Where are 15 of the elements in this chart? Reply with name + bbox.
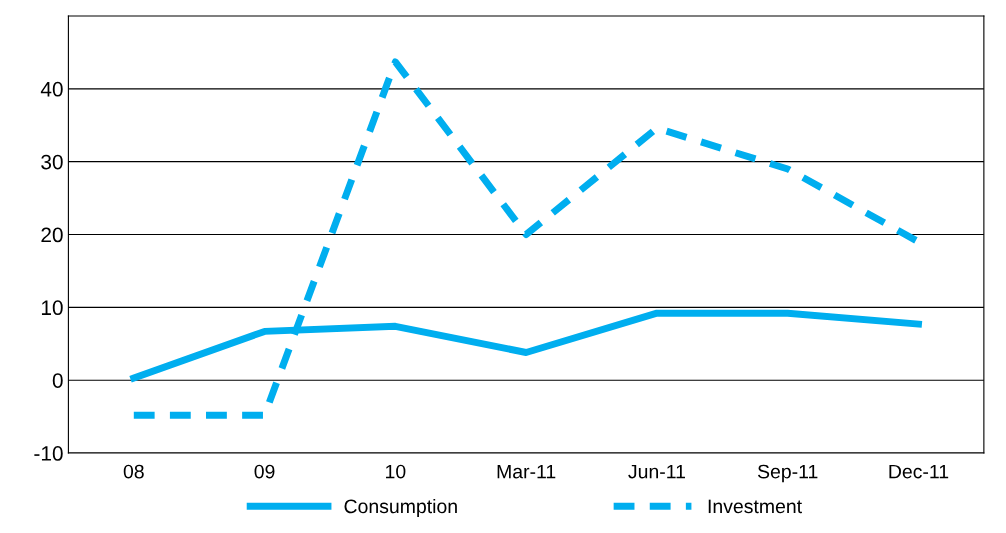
x-tick-label: Sep-11 (757, 464, 818, 483)
x-tick-label: 09 (254, 464, 275, 479)
x-tick-label: 08 (123, 464, 144, 479)
legend-label: Investment (708, 499, 802, 514)
x-tick-label: Jun-11 (628, 464, 685, 479)
x-tick-label: Mar-11 (497, 464, 556, 479)
y-tick-label: 30 (41, 154, 63, 170)
x-tick-label: 10 (386, 464, 406, 479)
x-tick-label: Dec-11 (889, 464, 949, 479)
y-tick-label: 10 (41, 300, 63, 316)
y-tick-label: -10 (34, 446, 63, 461)
legend-label: Consumption (344, 498, 457, 518)
y-tick-label: 20 (41, 227, 63, 243)
y-tick-label: 0 (52, 373, 63, 388)
y-tick-label: 40 (40, 81, 63, 97)
